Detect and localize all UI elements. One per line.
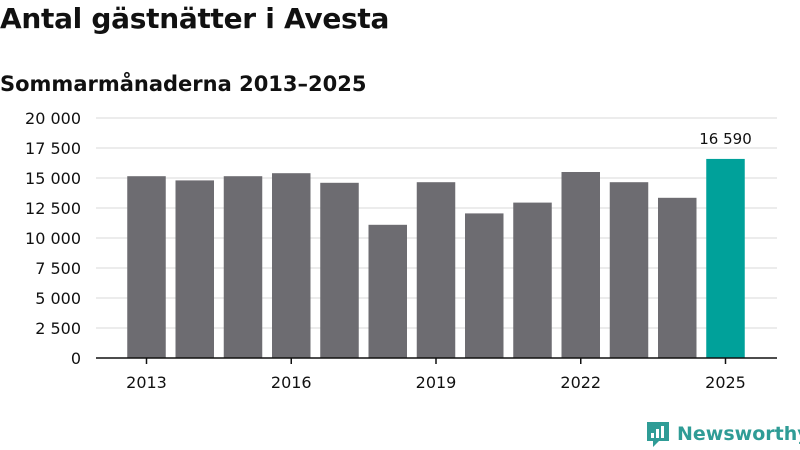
bar-2023	[609, 182, 649, 358]
x-tick-label: 2016	[271, 373, 312, 392]
brand-logo: Newsworthy	[645, 420, 800, 448]
bar-2015	[223, 176, 263, 358]
y-tick-label: 12 500	[25, 199, 81, 218]
y-tick-label: 0	[71, 349, 81, 368]
x-tick-label: 2022	[560, 373, 601, 392]
bar-2018	[368, 224, 407, 358]
bar-2019	[416, 182, 456, 358]
labels: 0 2 500 5 000 7 500 10 000 12 500 15 000 17 500…	[25, 109, 752, 392]
bars	[127, 158, 745, 358]
bar-2022	[561, 172, 600, 358]
y-tick-label: 7 500	[35, 259, 81, 278]
bar-2017	[320, 182, 359, 358]
x-tick-label: 2013	[126, 373, 167, 392]
data-label: 16 590	[699, 130, 752, 148]
y-tick-label: 20 000	[25, 109, 81, 128]
chart-title: Antal gästnätter i Avesta	[0, 2, 390, 35]
y-tick-label: 5 000	[35, 289, 81, 308]
bar-2021	[513, 202, 552, 358]
axes	[96, 357, 777, 364]
bar-2013	[127, 176, 166, 358]
newsworthy-logo-icon	[647, 422, 669, 447]
y-tick-label: 10 000	[25, 229, 81, 248]
bar-2014	[175, 180, 214, 358]
brand-name: Newsworthy	[677, 423, 800, 445]
bar-2020	[465, 213, 504, 358]
chart-subtitle: Sommarmånaderna 2013–2025	[0, 72, 367, 96]
x-tick-label: 2019	[416, 373, 457, 392]
y-tick-label: 17 500	[25, 139, 81, 158]
x-tick-label: 2025	[705, 373, 746, 392]
bar-2024	[658, 197, 697, 358]
y-tick-label: 2 500	[35, 319, 81, 338]
y-tick-label: 15 000	[25, 169, 81, 188]
bar-2025	[706, 158, 745, 358]
bar-2016	[272, 173, 311, 358]
